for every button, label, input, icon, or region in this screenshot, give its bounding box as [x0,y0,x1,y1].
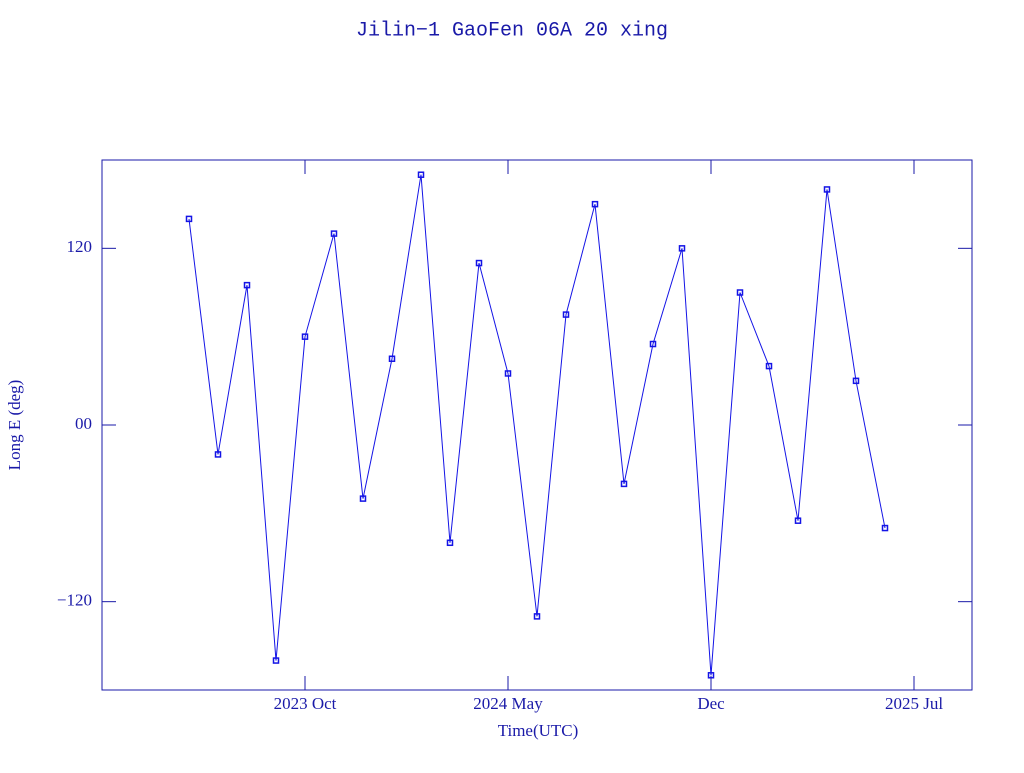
x-tick-label: 2023 Oct [274,694,337,713]
track-line [188,174,886,676]
point [533,613,541,620]
y-tick-label: 120 [67,237,93,256]
point [272,657,280,664]
point [301,333,309,340]
point [649,340,657,348]
point [446,539,454,547]
point [417,171,425,178]
point [765,362,773,370]
point [243,281,251,289]
chart-title: Jilin−1 GaoFen 06A 20 xing [356,19,668,42]
y-axis-label: Long E (deg) [5,380,24,471]
point [620,480,628,488]
point [823,186,831,193]
point [852,377,860,385]
x-tick-label: 2024 May [473,694,543,713]
point [504,370,512,377]
plot-frame [101,159,973,691]
point [185,215,193,223]
point [881,524,889,532]
point [330,230,338,237]
x-tick-label: 2025 Jul [885,694,943,713]
point [678,245,686,252]
x-tick-label: Dec [697,694,725,713]
point [475,259,483,267]
point [591,200,599,208]
point [388,355,396,362]
point [707,672,715,679]
point [562,311,570,318]
point [359,495,367,502]
y-tick-label: 00 [75,414,92,433]
point [214,451,222,458]
point [794,517,802,524]
y-tick-label: −120 [57,591,92,610]
x-axis-label: Time(UTC) [498,721,579,740]
point [736,289,744,296]
